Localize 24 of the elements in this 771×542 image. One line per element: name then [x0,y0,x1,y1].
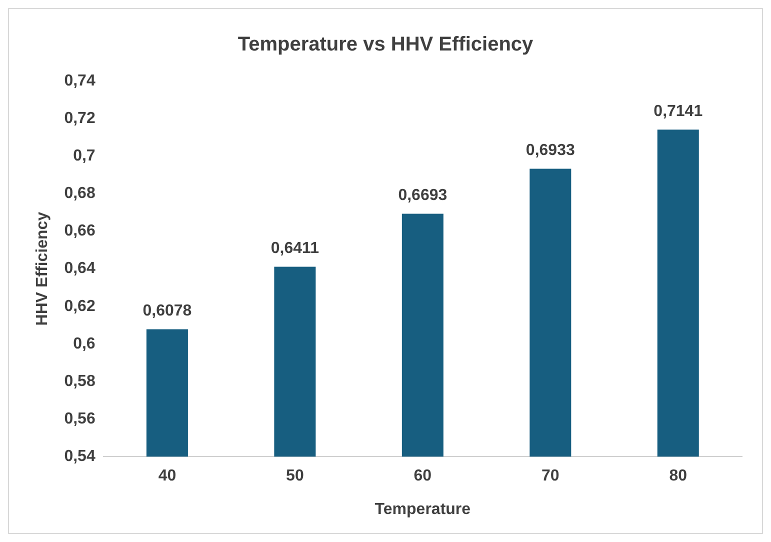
y-tick-label: 0,58 [64,372,96,390]
y-tick-label: 0,74 [64,72,96,90]
data-label: 0,7141 [654,103,703,120]
y-tick-label: 0,6 [73,335,96,352]
chart-title: Temperature vs HHV Efficiency [238,34,534,56]
data-label: 0,6933 [526,142,575,160]
data-label: 0,6411 [270,240,320,258]
x-tick-label: 50 [286,468,304,485]
x-axis-title: Temperature [374,500,471,518]
y-tick-label: 0,56 [64,410,96,428]
y-tick-label: 0,64 [64,260,96,278]
y-tick-label: 0,54 [64,448,96,466]
y-tick-label: 0,62 [64,298,96,315]
data-label: 0,6693 [398,187,448,204]
y-axis-title: HHV Efficiency [34,212,52,326]
y-tick-label: 0,68 [64,185,96,202]
y-tick-label: 0,72 [64,110,96,127]
x-tick-label: 60 [414,468,432,485]
y-tick-label: 0,7 [73,148,96,165]
data-label: 0,6078 [142,302,192,320]
x-tick-label: 70 [542,468,560,485]
x-tick-label: 40 [158,468,176,485]
y-tick-label: 0,66 [64,222,96,240]
x-tick-label: 80 [669,468,688,485]
